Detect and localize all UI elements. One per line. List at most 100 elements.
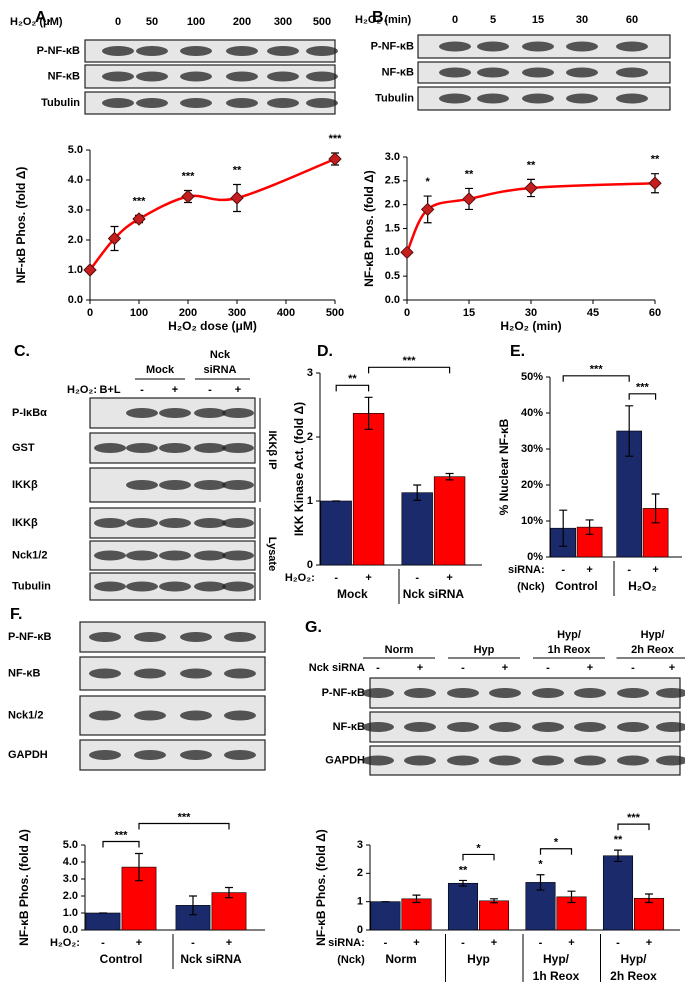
group-label: Hyp/ <box>557 629 581 641</box>
group-label: Norm <box>385 644 414 656</box>
treatment-label: H₂O₂: <box>67 384 97 396</box>
blot-band <box>159 480 191 490</box>
y-tick-label: 1.0 <box>68 264 83 276</box>
blot-band <box>306 71 338 82</box>
blot-band <box>102 98 134 108</box>
x-tick-label: + <box>568 937 574 949</box>
y-tick-label: 1.0 <box>385 246 400 258</box>
blot-band <box>89 710 121 721</box>
significance-label: * <box>554 837 559 849</box>
blot-row-label: P-IκBα <box>12 407 47 419</box>
group-label: Hyp/ <box>620 952 647 966</box>
blot-band <box>194 443 226 453</box>
group-label: 2h Reox <box>610 969 657 982</box>
x-tick-label: 300 <box>228 307 246 319</box>
significance-label: *** <box>178 811 192 823</box>
blot-band <box>180 750 212 760</box>
lane-label: 30 <box>576 14 588 26</box>
blot-band <box>136 46 168 56</box>
treatment-label: H₂O₂: <box>285 572 315 584</box>
blot-band <box>267 46 299 56</box>
error-bar <box>189 895 197 916</box>
blot-band <box>194 408 226 418</box>
y-tick-label: 10% <box>521 515 543 527</box>
blot-band <box>94 518 126 528</box>
significance-bracket <box>462 853 495 861</box>
lane-label: + <box>235 384 241 396</box>
marker <box>132 212 146 226</box>
blot-band <box>566 67 598 78</box>
x-tick-label: + <box>226 937 232 949</box>
y-tick-label: 3.0 <box>63 873 78 885</box>
error-bar <box>445 472 454 481</box>
significance-label: ** <box>233 164 242 176</box>
blot-band <box>477 67 509 78</box>
x-tick-label: - <box>334 572 338 584</box>
blot-band <box>222 581 254 592</box>
blot-band <box>447 722 479 732</box>
significance-label: *** <box>329 133 343 145</box>
blot-band <box>447 688 479 698</box>
blot-band <box>222 518 254 528</box>
significance-label: ** <box>614 834 623 846</box>
bar <box>433 476 466 566</box>
lane-label: - <box>208 384 212 396</box>
blot-band <box>617 755 649 766</box>
blot-band <box>126 480 158 490</box>
blot-row-label: IKKβ <box>12 479 38 491</box>
blot-band <box>226 98 258 108</box>
blot-row-label: P-NF-κB <box>8 631 51 643</box>
y-axis-label: IKK Kinase Act. (fold Δ) <box>292 402 306 536</box>
y-tick-label: 2.5 <box>385 175 400 187</box>
group-label: Nck <box>210 349 231 361</box>
blot-band <box>224 710 256 721</box>
blot-band <box>656 688 685 698</box>
blot-band <box>566 93 598 104</box>
blot-header: H₂O₂ (μM) <box>10 16 63 28</box>
x-tick-label: 45 <box>587 307 599 319</box>
panel-label: D. <box>317 343 333 360</box>
x-axis-label: H₂O₂ (min) <box>500 319 561 333</box>
group-label: Hyp <box>467 952 490 966</box>
group-label: H₂O₂ <box>628 579 657 593</box>
blot-band <box>224 632 256 642</box>
blot-band <box>656 722 685 732</box>
lane-label: 100 <box>187 16 205 28</box>
y-tick-label: 1.0 <box>63 907 78 919</box>
line <box>405 181 656 253</box>
y-tick-label: 5.0 <box>68 144 83 156</box>
marker <box>107 231 122 246</box>
lane-label: 200 <box>233 16 251 28</box>
blot-band <box>306 98 338 108</box>
y-tick-label: 0.0 <box>385 294 400 306</box>
lane-label: 60 <box>626 14 638 26</box>
marker <box>400 245 414 260</box>
lane-label: + <box>669 662 675 674</box>
lane-label: 15 <box>532 14 544 26</box>
blot-row-label: Tubulin <box>375 92 414 104</box>
blot-band <box>180 668 212 679</box>
y-tick-label: 1 <box>307 495 313 507</box>
bar <box>352 413 385 566</box>
blot-band <box>362 722 394 732</box>
blot-band <box>134 632 166 642</box>
group-label: Nck siRNA <box>403 587 465 601</box>
x-tick-label: - <box>627 564 631 576</box>
significance-label: *** <box>627 812 641 824</box>
x-tick-label: + <box>586 564 592 576</box>
lane-label: 0 <box>115 16 121 28</box>
blot-band <box>522 93 554 104</box>
x-tick-label: + <box>136 937 142 949</box>
significance-label: * <box>426 176 431 188</box>
blot-band <box>489 688 521 698</box>
blot-band <box>222 443 254 453</box>
y-tick-label: 2.0 <box>68 234 83 246</box>
x-tick-label: - <box>101 937 105 949</box>
blot-band <box>222 550 254 561</box>
blot-band <box>89 750 121 760</box>
section-label: Lysate <box>266 537 278 571</box>
lane-label: - <box>376 662 380 674</box>
blot-row-label: NF-κB <box>382 66 414 78</box>
bar <box>320 500 352 566</box>
panel-label: G. <box>305 619 322 636</box>
